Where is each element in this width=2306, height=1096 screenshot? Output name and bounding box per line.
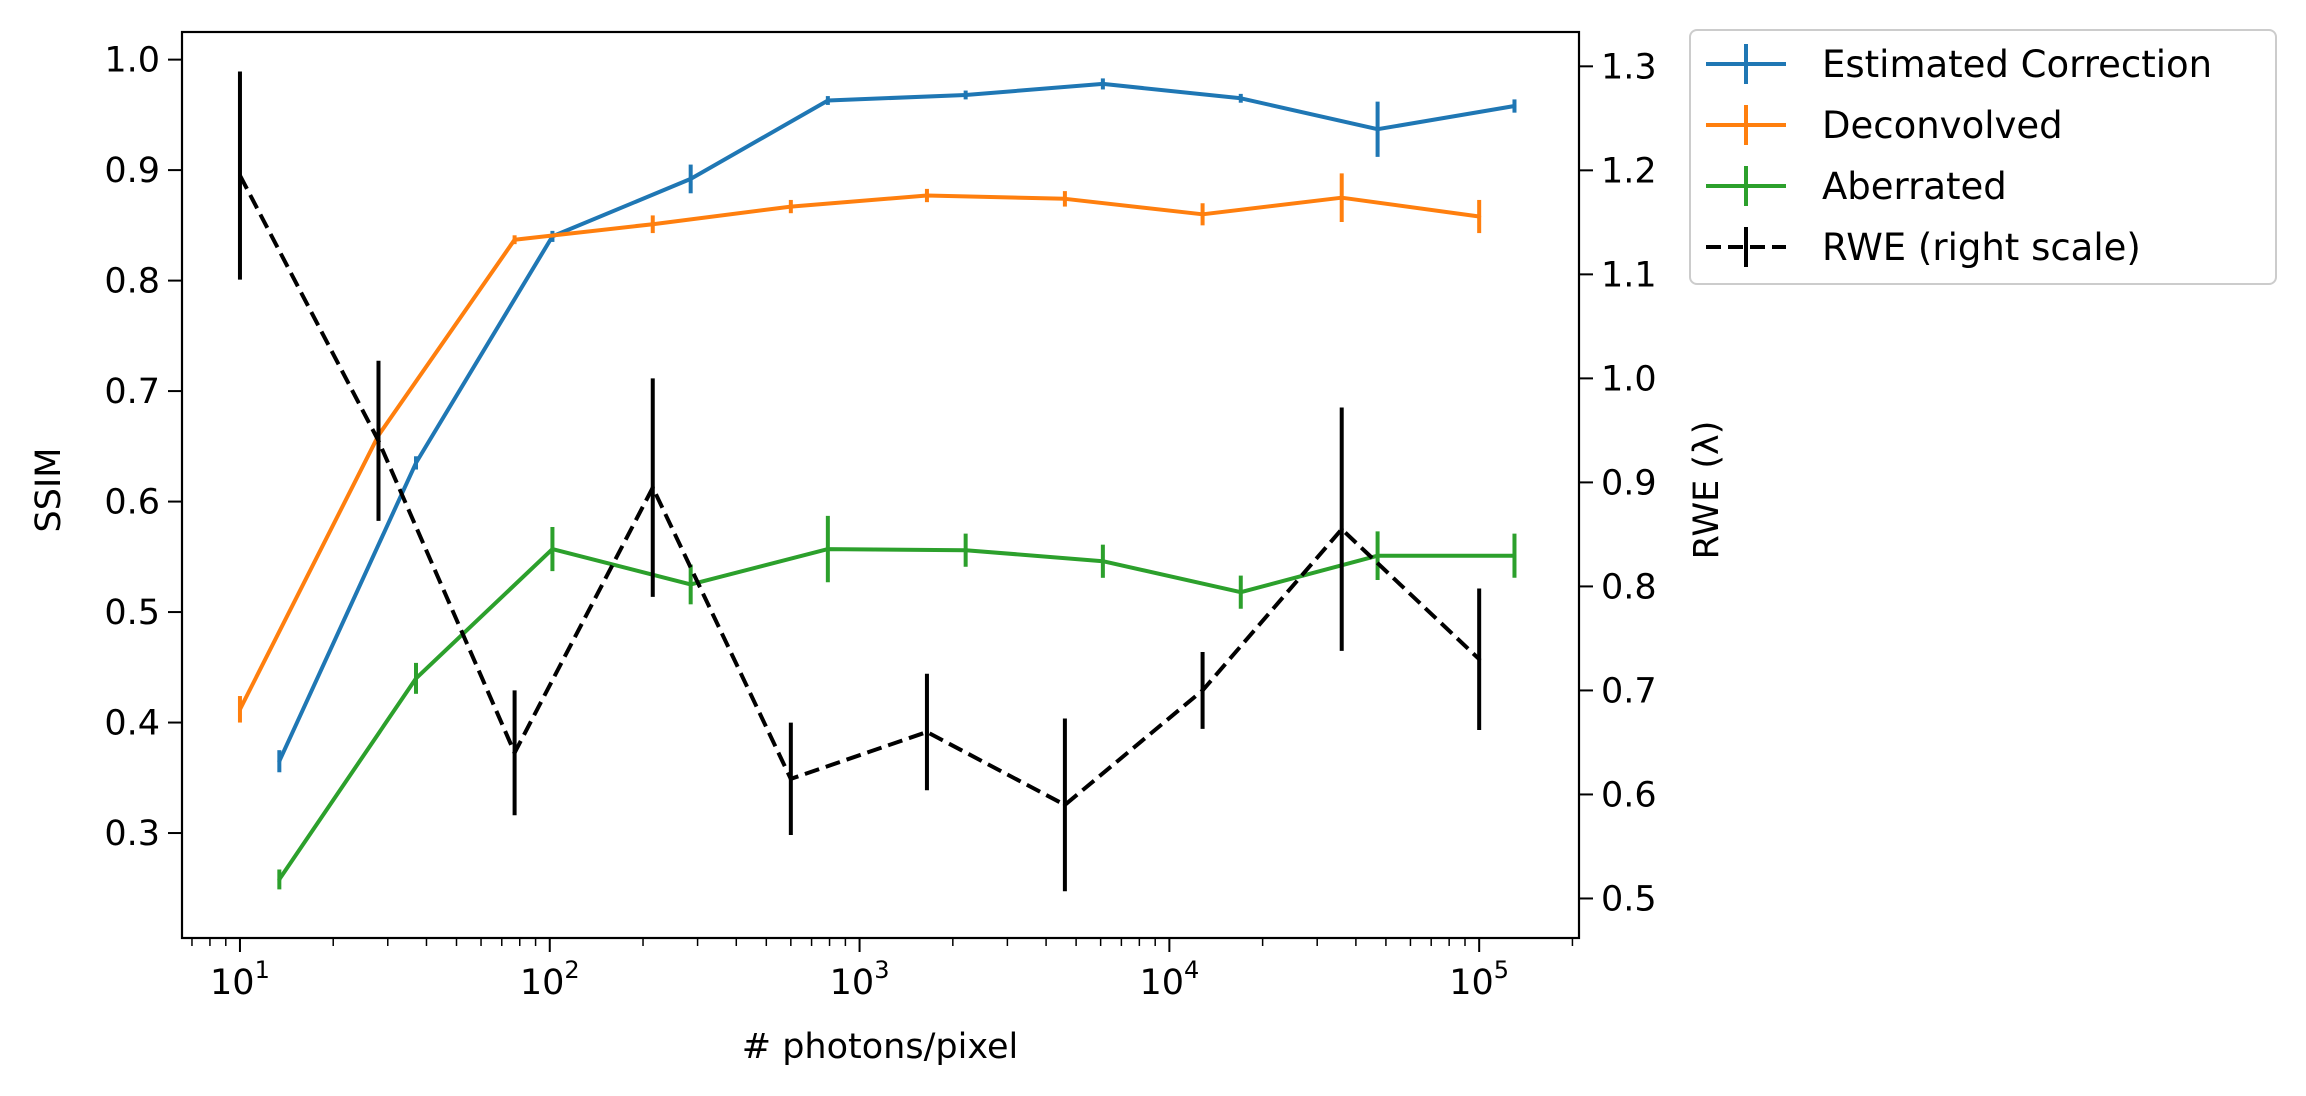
series-line bbox=[277, 547, 1515, 881]
legend-entry: Deconvolved bbox=[1706, 104, 2063, 147]
y-right-tick-label: 0.6 bbox=[1601, 775, 1657, 815]
data-point bbox=[1100, 81, 1105, 86]
data-point bbox=[963, 548, 968, 553]
series-0 bbox=[277, 78, 1517, 773]
data-point bbox=[237, 173, 242, 178]
x-tick-label: 105 bbox=[1449, 956, 1509, 1003]
data-point bbox=[825, 98, 830, 103]
data-point bbox=[550, 547, 555, 552]
data-point bbox=[237, 707, 242, 712]
y-left-tick-label: 0.5 bbox=[104, 593, 160, 633]
y-right-tick-label: 0.9 bbox=[1601, 463, 1657, 503]
y-right-tick-label: 1.0 bbox=[1601, 359, 1657, 399]
series-line bbox=[277, 81, 1515, 763]
legend-entry: Estimated Correction bbox=[1706, 43, 2212, 86]
data-point bbox=[1238, 590, 1243, 595]
y-axis-label-left: SSIM bbox=[29, 448, 69, 533]
legend-label: Deconvolved bbox=[1822, 104, 2063, 147]
legend-entries: Estimated Correction Deconvolved Aberrated… bbox=[1706, 43, 2212, 269]
data-point bbox=[376, 438, 381, 443]
plot-area-frame bbox=[180, 30, 1581, 940]
data-point bbox=[688, 176, 693, 181]
legend-entry: RWE (right scale) bbox=[1706, 226, 2141, 269]
data-point bbox=[1477, 214, 1482, 219]
data-point bbox=[1339, 195, 1344, 200]
legend: Estimated Correction Deconvolved Aberrated… bbox=[1689, 29, 2277, 285]
data-point bbox=[277, 877, 282, 882]
x-tick-label: 104 bbox=[1139, 956, 1199, 1003]
y-right-tick-label: 0.8 bbox=[1601, 567, 1657, 607]
data-point bbox=[413, 676, 418, 681]
data-point bbox=[650, 222, 655, 227]
data-point bbox=[1100, 559, 1105, 564]
y-left-tick-label: 0.7 bbox=[104, 372, 160, 412]
legend-label: Aberrated bbox=[1822, 165, 2007, 208]
data-point bbox=[1238, 96, 1243, 101]
data-point bbox=[1339, 527, 1344, 532]
series-line bbox=[238, 174, 1481, 807]
y-right-tick-label: 0.7 bbox=[1601, 671, 1657, 711]
data-point bbox=[788, 776, 793, 781]
data-point bbox=[1375, 127, 1380, 132]
data-point bbox=[650, 485, 655, 490]
x-tick-label: 102 bbox=[520, 956, 580, 1003]
data-point bbox=[963, 92, 968, 97]
y-left-tick-label: 0.3 bbox=[104, 814, 160, 854]
data-point bbox=[1200, 688, 1205, 693]
y-left-tick-label: 1.0 bbox=[104, 41, 160, 81]
data-point bbox=[413, 460, 418, 465]
series-1 bbox=[237, 173, 1482, 723]
x-axis-label: # photons/pixel bbox=[742, 1027, 1018, 1067]
data-point bbox=[512, 750, 517, 755]
data-point bbox=[924, 730, 929, 735]
y-left-tick-label: 0.4 bbox=[104, 704, 160, 744]
x-tick-label: 103 bbox=[830, 956, 890, 1003]
data-point bbox=[688, 582, 693, 587]
data-point bbox=[1512, 104, 1517, 109]
y-right-tick-label: 0.5 bbox=[1601, 879, 1657, 919]
legend-entry: Aberrated bbox=[1706, 165, 2007, 208]
y-left-tick-label: 0.6 bbox=[104, 483, 160, 523]
y-left-tick-label: 0.8 bbox=[104, 262, 160, 302]
data-point bbox=[277, 759, 282, 764]
data-point bbox=[1477, 657, 1482, 662]
legend-frame bbox=[1689, 29, 2277, 285]
series-3 bbox=[237, 71, 1482, 892]
data-point bbox=[788, 204, 793, 209]
legend-label: Estimated Correction bbox=[1822, 43, 2212, 86]
data-point bbox=[1200, 212, 1205, 217]
series-line bbox=[238, 193, 1480, 711]
legend-label: RWE (right scale) bbox=[1822, 226, 2141, 269]
y-right-tick-label: 1.2 bbox=[1601, 151, 1657, 191]
y-right-tick-label: 1.3 bbox=[1601, 47, 1657, 87]
y-left-tick-label: 0.9 bbox=[104, 151, 160, 191]
x-tick-label: 101 bbox=[210, 956, 270, 1003]
y-right-tick-label: 1.1 bbox=[1601, 255, 1657, 295]
data-point bbox=[1512, 553, 1517, 558]
data-point bbox=[1062, 196, 1067, 201]
series-2 bbox=[277, 515, 1517, 890]
data-point bbox=[512, 237, 517, 242]
y-axis-label-right: RWE (λ) bbox=[1687, 421, 1727, 560]
data-point bbox=[1375, 553, 1380, 558]
data-point bbox=[825, 547, 830, 552]
series-layer bbox=[237, 71, 1517, 892]
ticks-layer: 101 102 103 104 105 0.3 0.4 0.5 0.6 0.7 0.8 0.9 1.0 0… bbox=[104, 41, 1656, 1003]
data-point bbox=[924, 193, 929, 198]
data-point bbox=[1062, 802, 1067, 807]
